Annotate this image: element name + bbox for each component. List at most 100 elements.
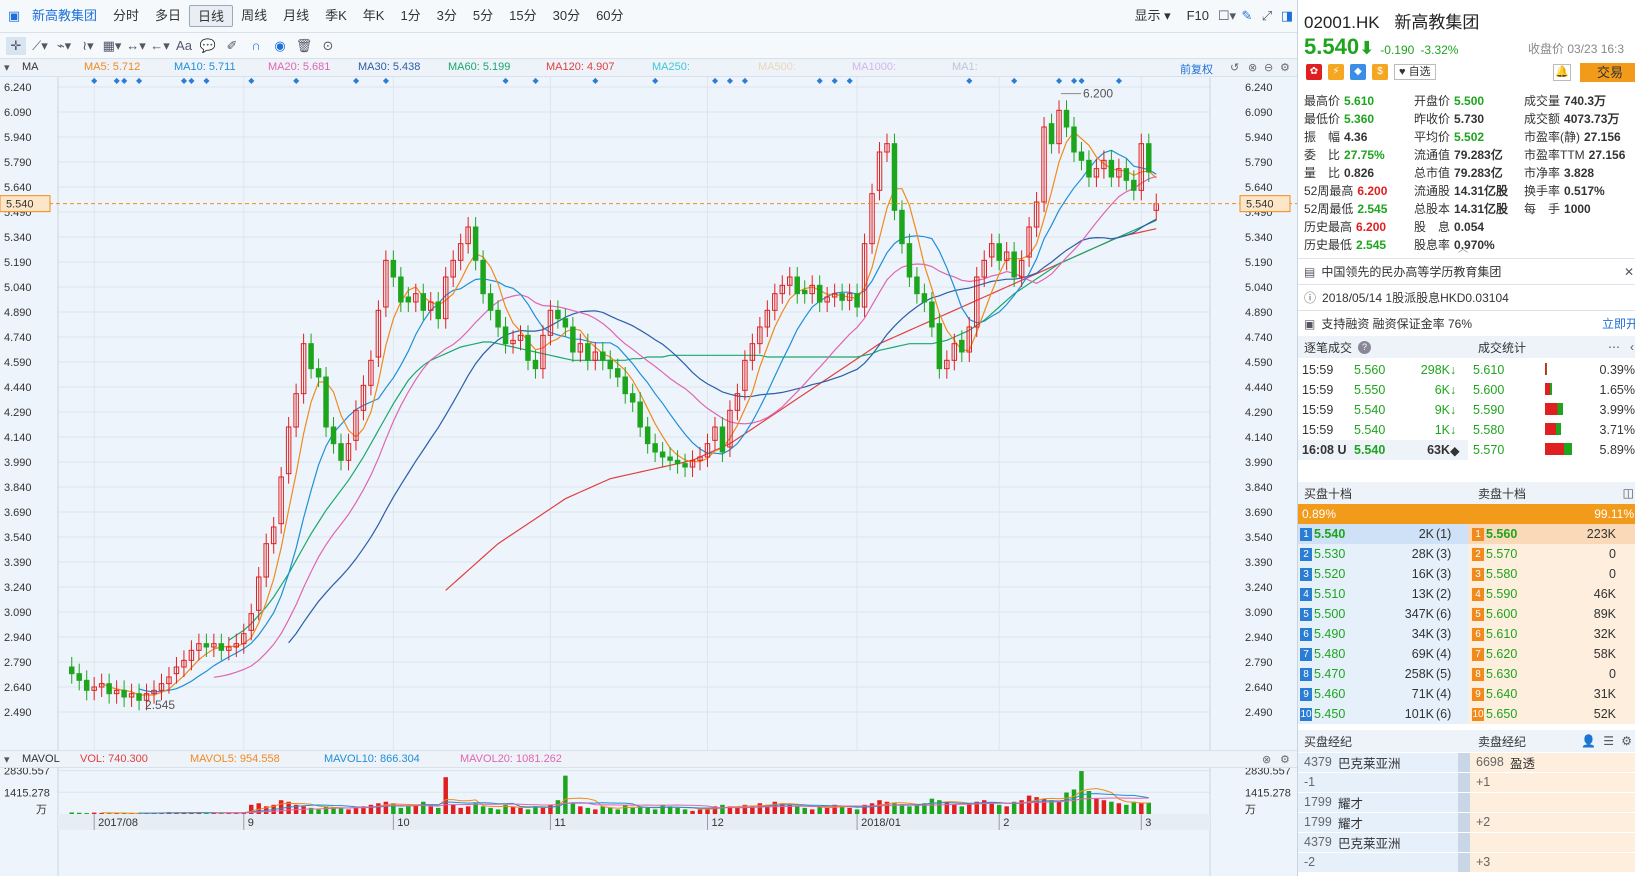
volume-bar[interactable]	[667, 806, 673, 814]
volume-bar[interactable]	[832, 804, 837, 814]
fuquan-button[interactable]: 前复权	[1180, 64, 1213, 76]
display-dropdown[interactable]: 显示 ▾	[1134, 8, 1171, 23]
candle-body[interactable]	[764, 309, 771, 328]
candle-body[interactable]	[600, 351, 606, 361]
candle-body[interactable]	[143, 693, 150, 701]
candle-body[interactable]	[712, 426, 718, 441]
volume-bar[interactable]	[1049, 800, 1054, 814]
candle-body[interactable]	[854, 293, 860, 308]
order-book-levels[interactable]: 1 5.540 2K (1) 1 5.560 223K 2 5.530 28K (3) 2 5.570 0…	[1298, 524, 1635, 724]
bid-level[interactable]: 4 5.510 13K (2)	[1298, 584, 1468, 604]
broker-scrollbar[interactable]	[1458, 792, 1470, 812]
volume-bar[interactable]	[495, 809, 501, 814]
ask-level[interactable]: 9 5.640 31K	[1468, 684, 1635, 704]
event-marker-icon[interactable]: ◆	[1116, 76, 1123, 85]
volume-bar[interactable]	[1146, 802, 1152, 814]
volume-bar[interactable]	[1064, 792, 1069, 814]
broker-scrollbar[interactable]	[1458, 832, 1470, 852]
ask-level[interactable]: 3 5.580 0	[1468, 564, 1635, 584]
volume-bar[interactable]	[1086, 791, 1092, 814]
volume-bar[interactable]	[428, 806, 433, 814]
candle-body[interactable]	[338, 443, 344, 461]
volume-bar[interactable]	[1116, 803, 1122, 814]
eraser-icon[interactable]: ✐	[226, 37, 238, 53]
candle-body[interactable]	[203, 643, 210, 648]
candle-body[interactable]	[480, 259, 486, 295]
bid-level[interactable]: 9 5.460 71K (4)	[1298, 684, 1468, 704]
period-tab-11[interactable]: 30分	[552, 8, 581, 23]
candle-body[interactable]	[1063, 109, 1070, 128]
candle-body[interactable]	[831, 293, 838, 298]
collapse-icon[interactable]: ▾	[4, 62, 10, 74]
candle-body[interactable]	[166, 676, 172, 685]
candle-body[interactable]	[682, 463, 688, 468]
volume-bar[interactable]	[406, 806, 411, 814]
broker-scrollbar[interactable]	[1458, 812, 1470, 832]
sell-broker[interactable]: 6698 盈透	[1470, 752, 1635, 772]
bid-level[interactable]: 5 5.500 347K (6)	[1298, 604, 1468, 624]
volume-bar[interactable]	[907, 806, 912, 814]
candle-body[interactable]	[68, 666, 75, 675]
candle-body[interactable]	[285, 426, 292, 475]
volume-bar[interactable]	[308, 807, 314, 814]
volume-bar[interactable]	[615, 809, 620, 814]
candle-body[interactable]	[375, 309, 382, 358]
candle-body[interactable]	[255, 576, 262, 611]
candle-body[interactable]	[899, 209, 905, 245]
candle-body[interactable]	[652, 443, 658, 453]
ask-level[interactable]: 6 5.610 32K	[1468, 624, 1635, 644]
volume-bar[interactable]	[675, 807, 680, 814]
candle-body[interactable]	[173, 666, 180, 675]
trade-button[interactable]: 交易	[1580, 63, 1635, 82]
volume-bar[interactable]	[1011, 801, 1017, 814]
candle-body[interactable]	[420, 293, 427, 311]
volume-bar[interactable]	[952, 804, 957, 814]
volume-bar[interactable]	[331, 807, 336, 814]
ma-title[interactable]: MA	[22, 61, 39, 73]
volume-chart[interactable]: 2830.557 2830.557 1415.278 1415.278 万 万 2017/0…	[0, 766, 1297, 876]
stat-row[interactable]: 5.590 3.99%	[1473, 400, 1635, 420]
event-marker-icon[interactable]: ◆	[727, 76, 734, 85]
event-marker-icon[interactable]: ◆	[121, 76, 128, 85]
list-icon[interactable]: ☰	[1603, 734, 1614, 748]
period-tab-12[interactable]: 60分	[596, 8, 624, 23]
candle-body[interactable]	[779, 284, 786, 295]
bid-level[interactable]: 10 5.450 101K (6)	[1298, 704, 1468, 724]
broker-settings-icon[interactable]: ⚙	[1621, 734, 1632, 748]
volume-bar[interactable]	[391, 803, 396, 814]
volume-bar[interactable]	[226, 812, 232, 814]
stat-row[interactable]: 5.580 3.71%	[1473, 420, 1635, 440]
candle-body[interactable]	[540, 334, 546, 370]
event-marker-icon[interactable]: ◆	[532, 76, 539, 85]
volume-bar[interactable]	[622, 804, 628, 814]
volume-bar[interactable]	[742, 804, 748, 814]
order-book-menu-icon[interactable]: ◫	[1622, 486, 1634, 500]
tick-row[interactable]: 16:08 U 5.540 63K ◆	[1298, 440, 1468, 460]
volume-bar[interactable]	[129, 813, 134, 815]
sell-broker[interactable]: +2	[1470, 812, 1635, 832]
candle-body[interactable]	[308, 343, 314, 370]
candle-body[interactable]	[91, 686, 97, 691]
candle-body[interactable]	[884, 143, 890, 153]
candle-body[interactable]	[585, 343, 591, 361]
bid-level[interactable]: 3 5.520 16K (3)	[1298, 564, 1468, 584]
candle-body[interactable]	[734, 393, 741, 411]
candle-body[interactable]	[787, 276, 793, 286]
volume-bar[interactable]	[637, 806, 643, 814]
range-tool-icon[interactable]: ↔▾	[126, 37, 146, 53]
candle-body[interactable]	[83, 679, 90, 691]
sell-broker[interactable]: +1	[1470, 772, 1635, 792]
trash-icon[interactable]: 🗑	[295, 37, 313, 53]
event-marker-icon[interactable]: ◆	[966, 76, 973, 85]
candle-body[interactable]	[570, 326, 576, 353]
candle-body[interactable]	[936, 323, 943, 370]
crosshair-icon[interactable]: ✛	[6, 36, 26, 55]
candle-body[interactable]	[846, 293, 853, 301]
volume-bar[interactable]	[780, 803, 785, 814]
candle-body[interactable]	[405, 296, 412, 303]
expand-chevron-icon[interactable]: ︿	[1458, 244, 1468, 255]
period-tab-3[interactable]: 周线	[241, 8, 268, 23]
candle-body[interactable]	[816, 284, 823, 303]
volume-bar[interactable]	[884, 801, 890, 814]
volume-bar[interactable]	[772, 801, 778, 814]
